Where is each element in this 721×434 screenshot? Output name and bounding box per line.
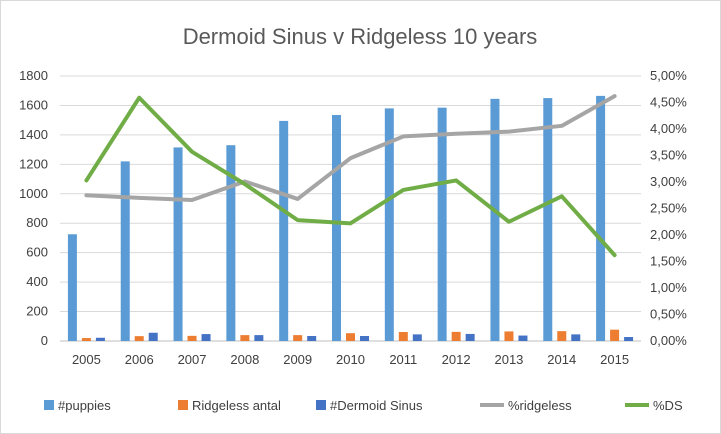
x-tick-label: 2005 xyxy=(72,352,101,367)
right-axis-ticks: 0,00% 0,50% 1,00% 1,50% 2,00% 2,50% 3,00% 3,50%… xyxy=(650,68,687,348)
left-tick-label: 0 xyxy=(41,333,48,348)
bar-dermoid-sinus xyxy=(571,334,581,341)
right-tick-label: 5,00% xyxy=(650,68,687,83)
bar-puppies xyxy=(596,95,606,341)
legend-label: %DS xyxy=(653,398,683,413)
left-tick-label: 1400 xyxy=(19,127,48,142)
left-tick-label: 800 xyxy=(26,215,48,230)
x-tick-label: 2009 xyxy=(283,352,312,367)
bar-puppies xyxy=(437,107,447,342)
legend-label: Ridgeless antal xyxy=(192,398,281,413)
bar-puppies xyxy=(279,120,289,342)
bar-puppies xyxy=(543,98,553,341)
right-tick-label: 2,50% xyxy=(650,201,687,216)
left-tick-label: 1200 xyxy=(19,156,48,171)
legend-label: #Dermoid Sinus xyxy=(330,398,423,413)
bar-ridgeless-antal xyxy=(451,331,461,341)
lines xyxy=(84,94,617,258)
bar-puppies xyxy=(332,115,341,341)
x-tick-label: 2008 xyxy=(230,352,259,367)
right-tick-label: 0,00% xyxy=(650,333,687,348)
bar-dermoid-sinus xyxy=(412,334,422,341)
legend-swatch xyxy=(178,400,188,410)
bar-ridgeless-antal xyxy=(134,336,144,341)
bar-ridgeless-antal xyxy=(240,335,250,341)
legend-swatch xyxy=(316,400,326,410)
bar-ridgeless-antal xyxy=(398,332,408,341)
bar-ridgeless-antal xyxy=(187,335,197,341)
legend: #puppies Ridgeless antal #Dermoid Sinus %ri… xyxy=(44,398,683,413)
bar-dermoid-sinus xyxy=(624,337,634,341)
bar-dermoid-sinus xyxy=(148,332,158,341)
x-tick-label: 2006 xyxy=(125,352,154,367)
right-tick-label: 1,00% xyxy=(650,280,687,295)
line-ds xyxy=(84,95,617,258)
right-tick-label: 3,00% xyxy=(650,174,687,189)
bar-dermoid-sinus xyxy=(360,335,369,341)
right-tick-label: 4,00% xyxy=(650,121,687,136)
bar-puppies xyxy=(67,234,77,341)
left-tick-label: 1600 xyxy=(19,97,48,112)
right-tick-label: 3,50% xyxy=(650,148,687,163)
x-tick-label: 2014 xyxy=(547,352,576,367)
legend-swatch xyxy=(44,400,54,410)
x-tick-label: 2010 xyxy=(336,352,365,367)
right-tick-label: 2,00% xyxy=(650,227,687,242)
bar-ridgeless-antal xyxy=(293,335,303,341)
left-axis-ticks: 0 200 400 600 800 1000 1200 1400 1600 1800 xyxy=(19,68,48,348)
bar-puppies xyxy=(120,161,130,341)
bar-ridgeless-antal xyxy=(346,333,355,341)
x-tick-label: 2015 xyxy=(600,352,629,367)
bar-ridgeless-antal xyxy=(504,331,514,341)
bar-puppies xyxy=(226,145,236,341)
bar-dermoid-sinus xyxy=(95,337,105,341)
left-tick-label: 1800 xyxy=(19,68,48,83)
right-tick-label: 1,50% xyxy=(650,254,687,269)
bar-ridgeless-antal xyxy=(557,331,567,341)
left-tick-label: 600 xyxy=(26,245,48,260)
x-axis-ticks: 2005 2006 2007 2008 2009 2010 2011 2012 2013 2014… xyxy=(72,352,629,367)
bar-dermoid-sinus xyxy=(518,335,528,341)
x-tick-label: 2013 xyxy=(494,352,523,367)
legend-label: %ridgeless xyxy=(508,398,572,413)
gridlines xyxy=(60,75,641,342)
bar-puppies xyxy=(384,108,394,341)
bars xyxy=(67,95,634,342)
right-tick-label: 4,50% xyxy=(650,95,687,110)
bar-dermoid-sinus xyxy=(307,335,317,341)
x-tick-label: 2007 xyxy=(178,352,207,367)
bar-puppies xyxy=(490,98,500,341)
bar-puppies xyxy=(173,147,183,341)
x-tick-label: 2011 xyxy=(389,352,417,367)
x-tick-label: 2012 xyxy=(442,352,471,367)
line-ridgeless xyxy=(84,94,617,203)
left-tick-label: 1000 xyxy=(19,186,48,201)
left-tick-label: 400 xyxy=(26,274,48,289)
left-tick-label: 200 xyxy=(26,304,48,319)
legend-label: #puppies xyxy=(58,398,111,413)
bar-dermoid-sinus xyxy=(465,333,475,341)
bar-ridgeless-antal xyxy=(610,329,620,341)
bar-ridgeless-antal xyxy=(81,338,91,341)
right-tick-label: 0,50% xyxy=(650,307,687,322)
bar-dermoid-sinus xyxy=(201,334,211,341)
chart-title: Dermoid Sinus v Ridgeless 10 years xyxy=(183,24,538,49)
bar-dermoid-sinus xyxy=(254,335,264,341)
